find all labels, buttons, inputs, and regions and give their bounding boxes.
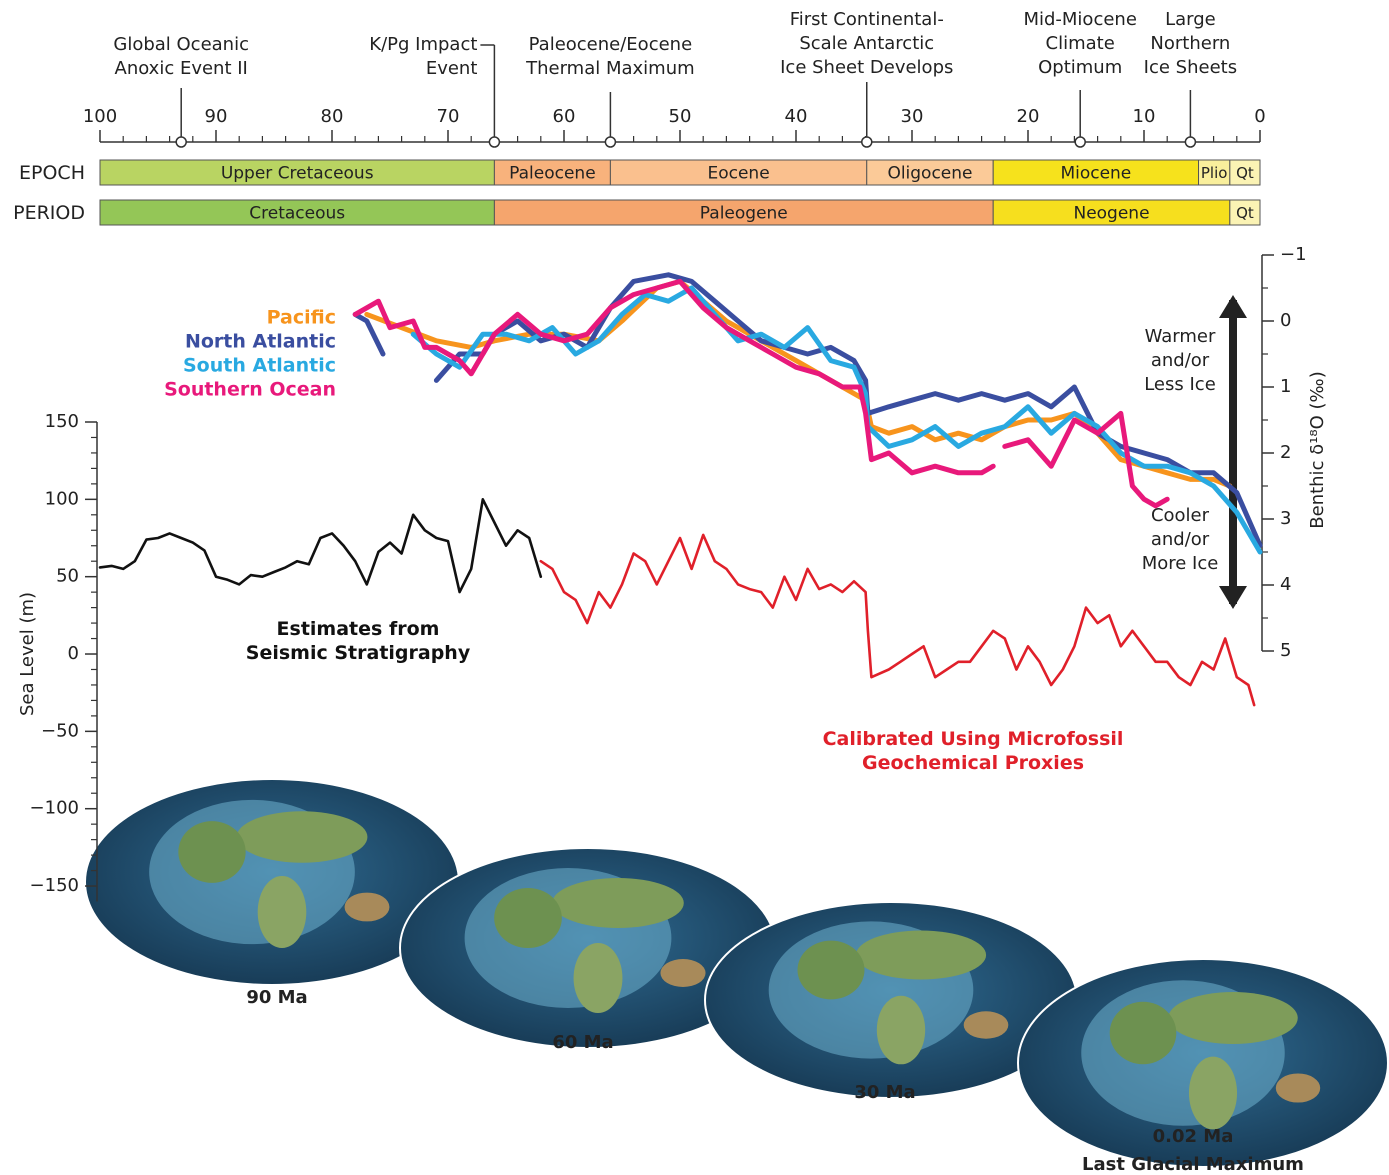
y-tick-label: 4 xyxy=(1280,574,1291,595)
series-label: Estimates from Seismic Stratigraphy xyxy=(158,617,558,665)
map-continent xyxy=(178,821,245,883)
time-unit-label: Plio xyxy=(1201,164,1228,182)
map-continent xyxy=(258,876,307,948)
event-marker xyxy=(176,137,186,147)
map-continent xyxy=(237,811,368,863)
y-tick-label: 1 xyxy=(1280,376,1291,397)
time-unit-label: Qt xyxy=(1236,204,1254,222)
row-label: PERIOD xyxy=(13,202,85,224)
event-label: Paleocene/Eocene Thermal Maximum xyxy=(460,33,760,81)
time-unit-label: Paleocene xyxy=(509,164,596,184)
x-tick-label: 0 xyxy=(1254,106,1265,127)
map-label: 90 Ma xyxy=(246,987,307,1008)
map-continent xyxy=(1110,1002,1177,1064)
time-unit-label: Cretaceous xyxy=(249,204,345,224)
map-continent xyxy=(964,1011,1009,1038)
x-tick-label: 70 xyxy=(437,106,460,127)
y-tick-label: 50 xyxy=(56,566,79,587)
row-label: EPOCH xyxy=(19,162,85,184)
series-line xyxy=(355,281,1167,505)
map-continent xyxy=(1168,992,1298,1044)
x-tick-label: 50 xyxy=(669,106,692,127)
y-tick-label: 0 xyxy=(68,643,79,664)
figure: 1009080706050403020100EPOCHUpper Cretace… xyxy=(0,0,1389,1175)
y-tick-label: 3 xyxy=(1280,508,1291,529)
time-unit-label: Miocene xyxy=(1060,164,1131,184)
map-continent xyxy=(798,941,865,1000)
series-line xyxy=(100,499,541,592)
y-tick-label: −1 xyxy=(1280,244,1307,265)
legend-entry: Southern Ocean xyxy=(164,379,336,401)
x-tick-label: 10 xyxy=(1133,106,1156,127)
map-continent xyxy=(574,943,623,1013)
annotation: Warmer and/or Less Ice xyxy=(1080,325,1280,397)
event-marker xyxy=(862,137,872,147)
paleo-maps xyxy=(85,779,1388,1167)
x-tick-label: 30 xyxy=(901,106,924,127)
y-tick-label: −100 xyxy=(30,798,79,819)
chart: 1009080706050403020100EPOCHUpper Cretace… xyxy=(0,0,1389,1175)
x-tick-label: 80 xyxy=(321,106,344,127)
map-continent xyxy=(494,888,562,948)
y-axis-label: Sea Level (m) xyxy=(17,592,38,716)
y-tick-label: 0 xyxy=(1280,310,1291,331)
y-tick-label: −150 xyxy=(30,875,79,896)
x-tick-label: 60 xyxy=(553,106,576,127)
event-marker xyxy=(605,137,615,147)
legend-entry: South Atlantic xyxy=(183,355,336,377)
x-tick-label: 90 xyxy=(205,106,228,127)
series-label: Calibrated Using Microfossil Geochemical… xyxy=(773,727,1173,775)
y-tick-label: 5 xyxy=(1280,640,1291,661)
y-tick-label: −50 xyxy=(41,720,79,741)
y-tick-label: 2 xyxy=(1280,442,1291,463)
map-continent xyxy=(345,893,390,922)
legend-entry: Pacific xyxy=(267,307,336,329)
time-unit-label: Oligocene xyxy=(887,164,972,184)
map-continent xyxy=(877,996,925,1065)
time-unit-label: Neogene xyxy=(1073,204,1149,224)
event-marker xyxy=(1075,137,1085,147)
x-tick-label: 20 xyxy=(1017,106,1040,127)
x-tick-label: 40 xyxy=(785,106,808,127)
y-axis-label: Benthic δ¹⁸O (‰) xyxy=(1307,371,1328,528)
map-continent xyxy=(552,878,684,928)
event-marker xyxy=(489,137,499,147)
y-tick-label: 100 xyxy=(45,488,79,509)
map-continent xyxy=(856,931,986,980)
event-label: Global Oceanic Anoxic Event II xyxy=(31,33,331,81)
map-continent xyxy=(660,959,705,987)
map-label: 30 Ma xyxy=(854,1082,915,1103)
x-tick-label: 100 xyxy=(83,106,117,127)
annotation: Cooler and/or More Ice xyxy=(1080,504,1280,576)
map-label: 60 Ma xyxy=(552,1032,613,1053)
map-continent xyxy=(1189,1057,1237,1130)
time-unit-label: Upper Cretaceous xyxy=(221,164,374,184)
time-unit-label: Qt xyxy=(1236,164,1254,182)
legend-entry: North Atlantic xyxy=(185,331,336,353)
event-label: Large Northern Ice Sheets xyxy=(1040,8,1340,80)
map-label: 0.02 Ma xyxy=(1153,1126,1234,1147)
time-unit-label: Eocene xyxy=(707,164,769,184)
y-tick-label: 150 xyxy=(45,411,79,432)
map-caption: Last Glacial Maximum xyxy=(1082,1154,1304,1175)
map-continent xyxy=(1276,1073,1320,1102)
event-marker xyxy=(1185,137,1195,147)
time-unit-label: Paleogene xyxy=(700,204,788,224)
